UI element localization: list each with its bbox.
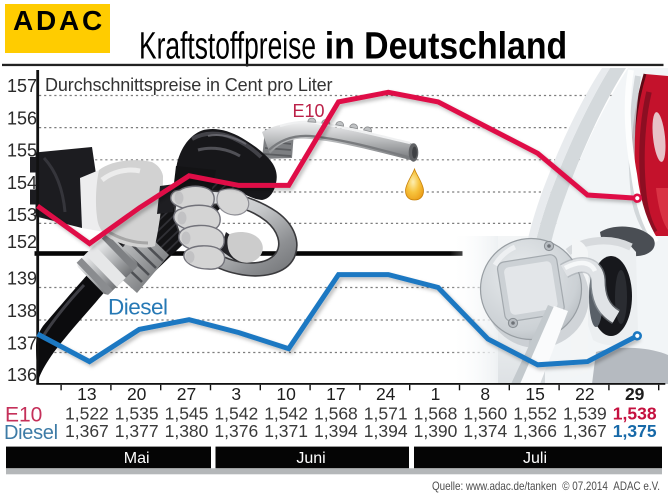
svg-text:1,367: 1,367 xyxy=(563,421,607,441)
svg-text:1,568: 1,568 xyxy=(314,404,358,424)
svg-text:1,371: 1,371 xyxy=(264,421,308,441)
svg-text:1,522: 1,522 xyxy=(65,404,109,424)
svg-text:Diesel: Diesel xyxy=(108,295,168,320)
svg-text:1,367: 1,367 xyxy=(65,421,109,441)
svg-text:Juni: Juni xyxy=(296,450,325,467)
svg-text:22: 22 xyxy=(575,384,594,404)
svg-text:ADAC: ADAC xyxy=(13,5,105,36)
svg-text:1,377: 1,377 xyxy=(115,421,159,441)
svg-text:152: 152 xyxy=(7,232,37,252)
svg-text:27: 27 xyxy=(177,384,196,404)
svg-text:157: 157 xyxy=(7,76,37,96)
svg-text:20: 20 xyxy=(127,384,147,404)
svg-text:1,535: 1,535 xyxy=(115,404,159,424)
svg-text:156: 156 xyxy=(7,108,37,128)
svg-text:1,545: 1,545 xyxy=(165,404,209,424)
svg-text:1,542: 1,542 xyxy=(264,404,308,424)
svg-text:139: 139 xyxy=(7,269,37,289)
svg-text:1,374: 1,374 xyxy=(463,421,507,441)
svg-text:8: 8 xyxy=(480,384,490,404)
svg-text:17: 17 xyxy=(326,384,345,404)
svg-text:Diesel: Diesel xyxy=(4,422,58,444)
svg-text:1,568: 1,568 xyxy=(414,404,458,424)
svg-text:1,571: 1,571 xyxy=(364,404,408,424)
svg-text:1,376: 1,376 xyxy=(214,421,258,441)
svg-text:24: 24 xyxy=(376,384,396,404)
svg-text:1: 1 xyxy=(431,384,441,404)
svg-text:136: 136 xyxy=(7,365,37,385)
svg-text:153: 153 xyxy=(7,205,37,225)
svg-text:29: 29 xyxy=(625,384,645,404)
svg-text:1,542: 1,542 xyxy=(214,404,258,424)
svg-text:1,394: 1,394 xyxy=(314,421,358,441)
svg-text:E10: E10 xyxy=(293,101,325,121)
svg-text:Quelle: www.adac.de/tanken ©: Quelle: www.adac.de/tanken © 07.2014 ADA… xyxy=(432,479,660,493)
svg-text:154: 154 xyxy=(7,173,37,193)
svg-text:Juli: Juli xyxy=(523,450,547,467)
svg-text:Durchschnittspreise in Cent pr: Durchschnittspreise in Cent pro Liter xyxy=(45,75,333,95)
svg-text:1,394: 1,394 xyxy=(364,421,408,441)
svg-text:1,538: 1,538 xyxy=(613,404,657,424)
svg-text:10: 10 xyxy=(276,384,296,404)
svg-text:1,560: 1,560 xyxy=(463,404,507,424)
svg-text:138: 138 xyxy=(7,301,37,321)
svg-text:1,539: 1,539 xyxy=(563,404,607,424)
svg-text:1,380: 1,380 xyxy=(165,421,209,441)
svg-text:13: 13 xyxy=(77,384,96,404)
svg-text:15: 15 xyxy=(525,384,544,404)
svg-text:3: 3 xyxy=(231,384,241,404)
svg-text:1,366: 1,366 xyxy=(513,421,557,441)
svg-text:Mai: Mai xyxy=(124,450,150,467)
svg-text:155: 155 xyxy=(7,141,37,161)
svg-text:137: 137 xyxy=(7,333,37,353)
svg-text:1,552: 1,552 xyxy=(513,404,557,424)
svg-text:1,390: 1,390 xyxy=(414,421,458,441)
svg-text:1,375: 1,375 xyxy=(613,421,657,441)
svg-text:E10: E10 xyxy=(5,403,42,426)
